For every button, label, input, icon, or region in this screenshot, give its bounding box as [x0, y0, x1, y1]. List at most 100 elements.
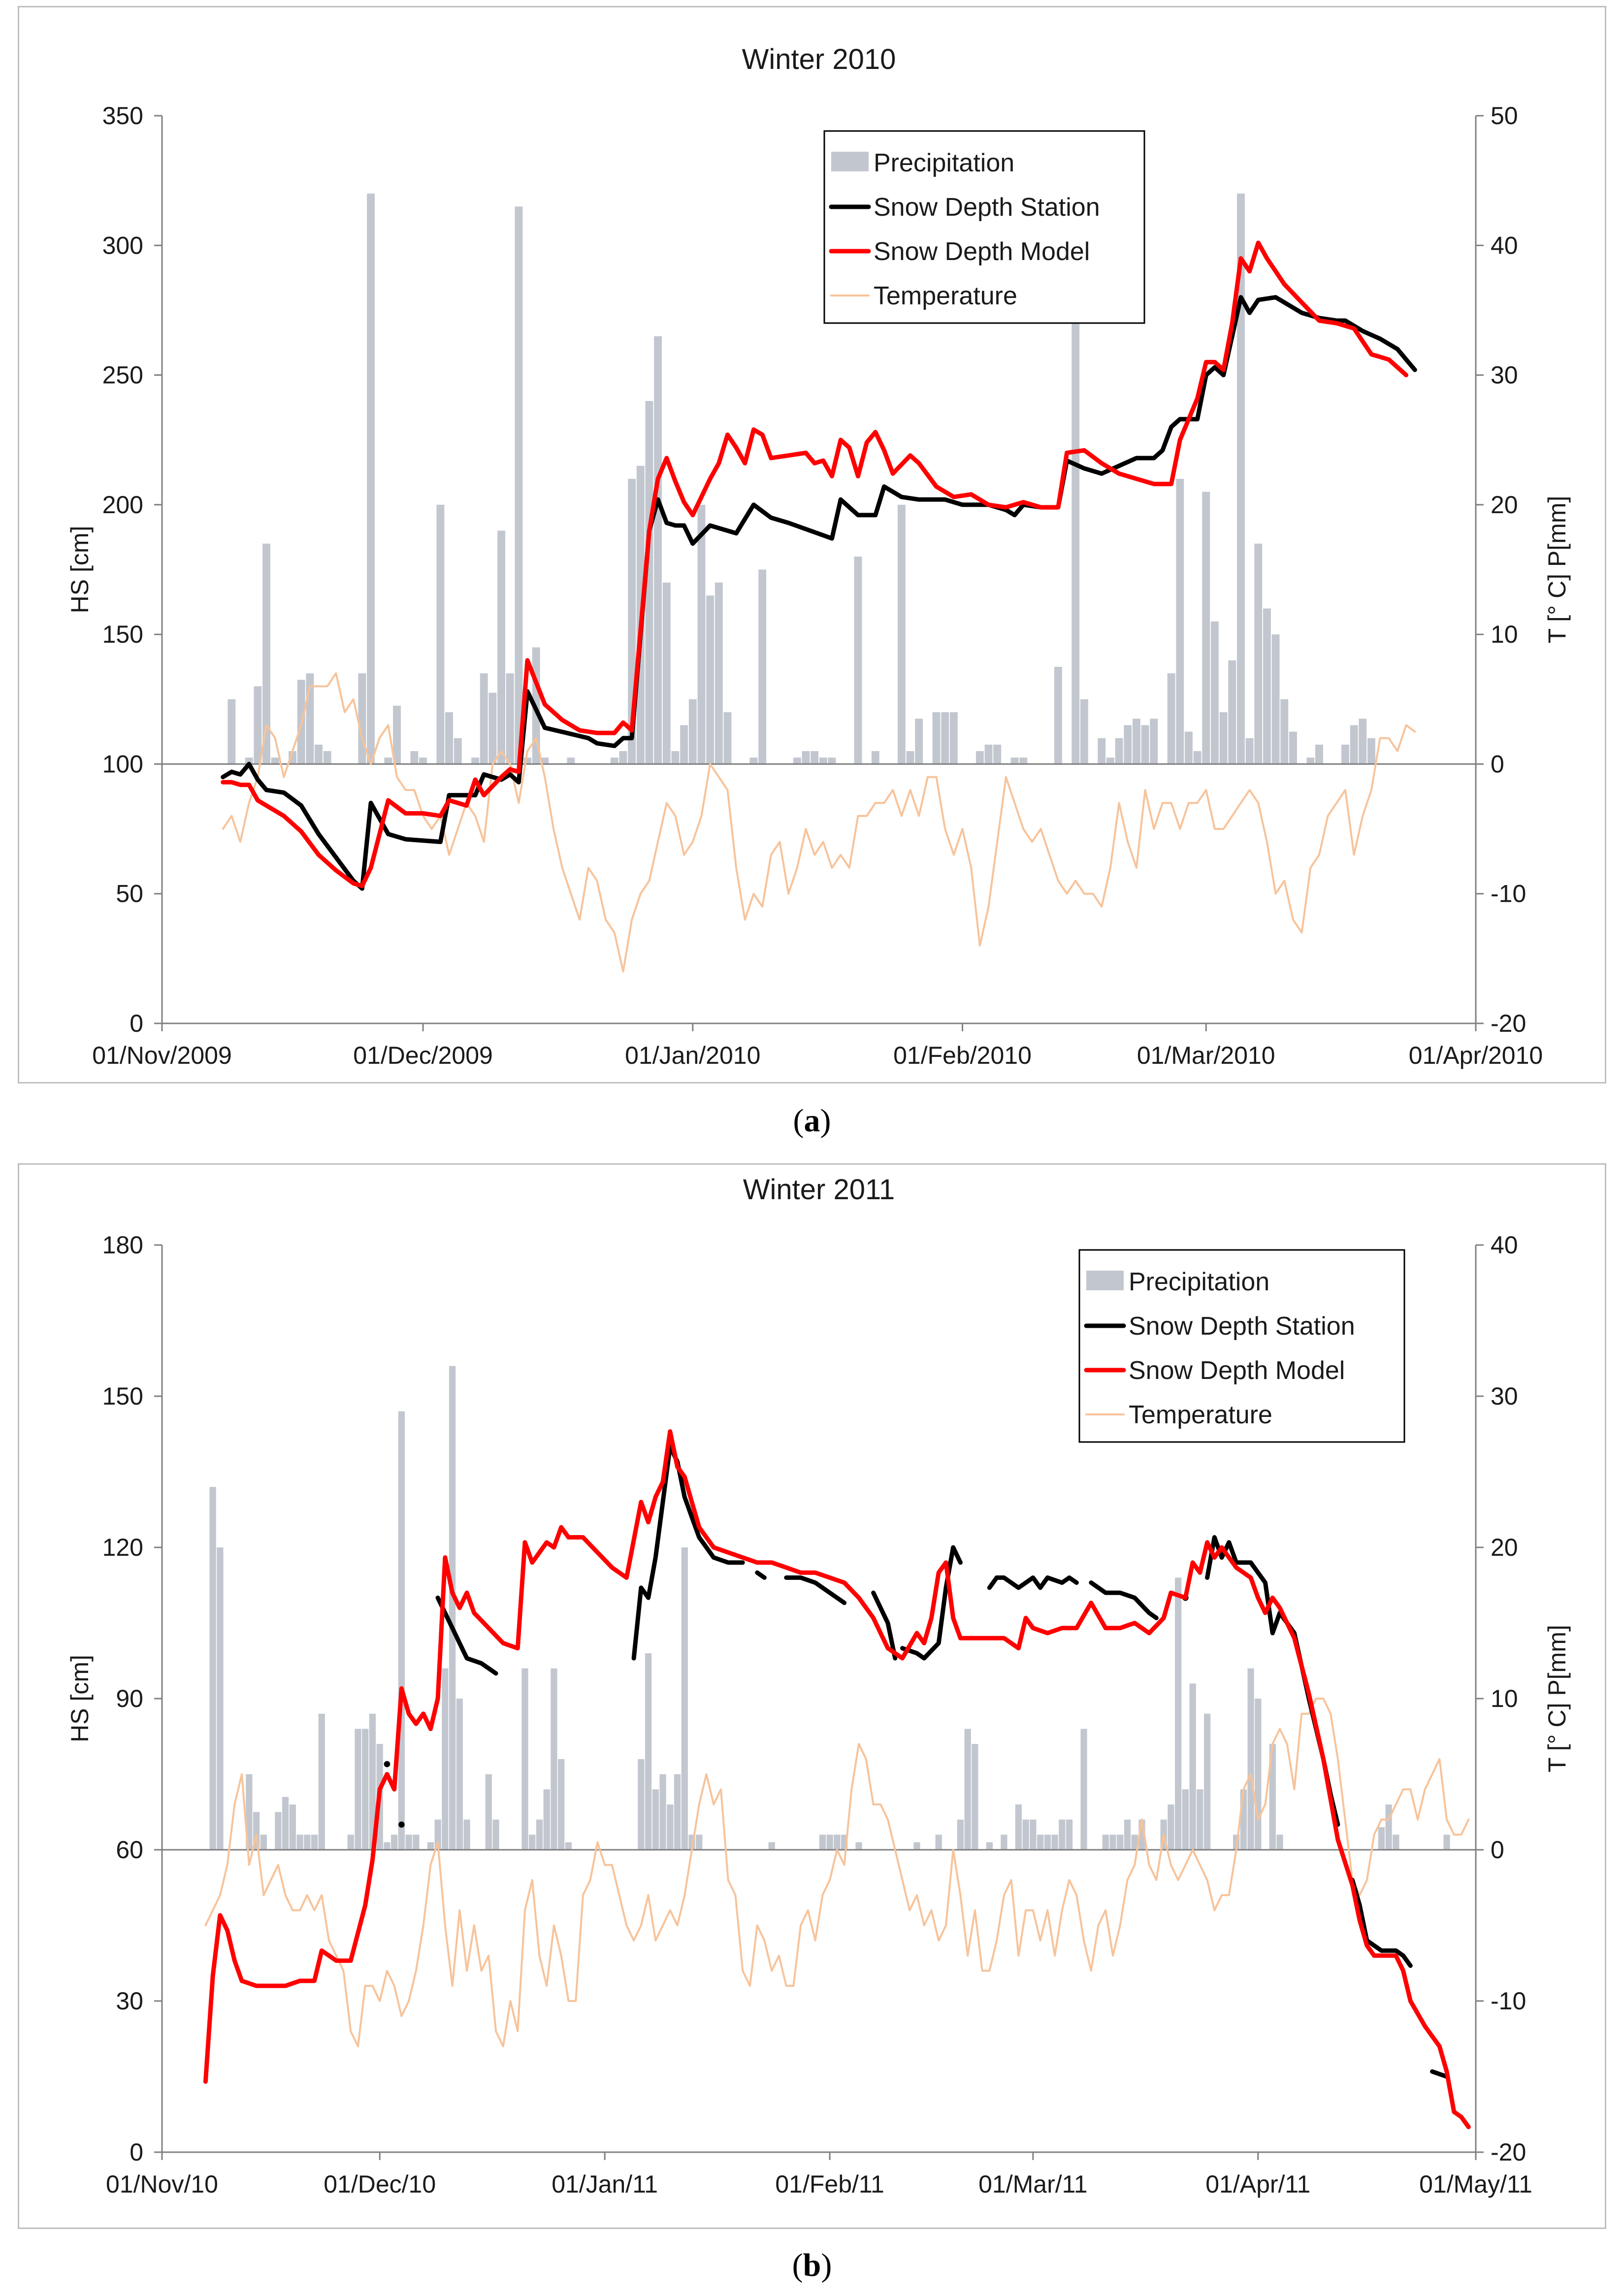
precipitation-bar — [993, 744, 1002, 764]
precipitation-bar — [558, 1759, 565, 1850]
precipitation-bar — [1263, 608, 1271, 764]
precipitation-bar — [1010, 757, 1019, 764]
precipitation-bar — [1193, 751, 1202, 764]
precipitation-bar — [1245, 738, 1254, 764]
precipitation-bar — [1015, 1804, 1022, 1850]
precipitation-bar — [819, 1835, 826, 1850]
precipitation-bar — [315, 744, 323, 764]
snow-depth-model-line — [203, 1429, 1471, 2130]
y-axis-label: HS [cm] — [66, 526, 94, 614]
precipitation-bar — [1176, 479, 1184, 764]
precipitation-bar — [1202, 492, 1210, 764]
precipitation-bar — [1203, 1713, 1211, 1850]
precipitation-bar — [1254, 543, 1263, 764]
precipitation-bar — [567, 757, 575, 764]
precipitation-bar — [1037, 1835, 1044, 1850]
x-tick-label: 01/Mar/2010 — [1137, 1042, 1275, 1069]
y-tick-label: 120 — [102, 1534, 143, 1561]
y-tick-label: 100 — [102, 750, 143, 778]
precipitation-bar — [463, 1819, 470, 1850]
precipitation-bar — [347, 1835, 354, 1850]
precipitation-bar — [1276, 1835, 1283, 1850]
precipitation-bar — [1182, 1789, 1189, 1850]
precipitation-bar — [986, 1842, 993, 1850]
precipitation-bar — [1385, 1804, 1392, 1850]
precipitation-bar — [497, 530, 506, 764]
y2-tick-label: 50 — [1491, 102, 1518, 130]
y-tick-label: 180 — [102, 1231, 143, 1259]
precipitation-bar — [355, 1729, 361, 1850]
precipitation-bar — [536, 1819, 543, 1850]
precipitation-bar — [1341, 744, 1349, 764]
precipitation-bar — [398, 1411, 405, 1850]
y2-tick-label: 40 — [1491, 1231, 1518, 1259]
y-tick-label: 30 — [116, 1987, 143, 2015]
precipitation-bar — [1022, 1819, 1029, 1850]
precipitation-bar — [652, 1789, 659, 1850]
precipitation-bar — [932, 712, 941, 764]
precipitation-bar — [935, 1835, 942, 1850]
precipitation-bar — [1102, 1835, 1109, 1850]
precipitation-bar — [492, 1819, 499, 1850]
legend-label: Precipitation — [874, 149, 1014, 177]
precipitation-bar — [1175, 1577, 1182, 1850]
precipitation-bar — [271, 757, 279, 764]
y2-axis-label: T [° C] P[mm] — [1543, 1625, 1571, 1772]
y-tick-label: 150 — [102, 621, 143, 648]
precipitation-bar — [1044, 1835, 1051, 1850]
precipitation-bar — [1189, 1683, 1196, 1850]
precipitation-bar — [1030, 1819, 1037, 1850]
precipitation-bar — [758, 569, 767, 764]
precipitation-bar — [260, 1835, 267, 1850]
precipitation-bar — [897, 504, 906, 764]
precipitation-bar — [1378, 1827, 1385, 1850]
x-tick-label: 01/Jan/11 — [552, 2170, 658, 2198]
legend-label: Snow Depth Station — [874, 193, 1100, 222]
precipitation-bar — [749, 757, 758, 764]
precipitation-bar — [485, 1774, 492, 1850]
x-tick-label: 01/Dec/10 — [324, 2170, 436, 2198]
precipitation-bar — [688, 699, 697, 764]
precipitation-bar — [1054, 666, 1062, 764]
precipitation-bar — [654, 336, 662, 764]
precipitation-bar — [282, 1797, 289, 1850]
legend-label: Snow Depth Station — [1129, 1312, 1355, 1341]
precipitation-bar — [405, 1835, 412, 1850]
caption-b-label: b — [803, 2247, 821, 2283]
precipitation-bar — [436, 504, 445, 764]
precipitation-bar — [1080, 699, 1088, 764]
precipitation-bar — [488, 692, 497, 764]
precipitation-bar — [913, 1842, 920, 1850]
precipitation-bar — [1350, 725, 1358, 764]
snow-depth-station-line — [755, 1570, 767, 1580]
precipitation-bar — [1131, 1835, 1138, 1850]
precipitation-bar — [565, 1842, 572, 1850]
precipitation-bar — [696, 1835, 703, 1850]
y2-tick-label: 20 — [1491, 1534, 1518, 1561]
y-axis-label: HS [cm] — [66, 1655, 94, 1742]
snow-depth-station-line — [1430, 2069, 1449, 2079]
legend-box — [1078, 1249, 1405, 1443]
precipitation-bar — [1150, 719, 1158, 764]
precipitation-bar — [384, 1842, 390, 1850]
snow-depth-station-line — [871, 1590, 898, 1661]
precipitation-bar — [369, 1713, 376, 1850]
precipitation-bar — [645, 1653, 652, 1850]
x-tick-label: 01/Nov/10 — [106, 2170, 218, 2198]
precipitation-bar — [246, 1774, 253, 1850]
precipitation-bar — [1219, 712, 1228, 764]
precipitation-bar — [413, 1835, 420, 1850]
precipitation-bar — [957, 1819, 964, 1850]
precipitation-bar — [1367, 738, 1375, 764]
precipitation-bar — [1001, 1835, 1007, 1850]
chart-a-svg: Winter 2010050100150200250300350-20-1001… — [66, 43, 1571, 1069]
snow-depth-station-line — [1089, 1580, 1159, 1620]
precipitation-bar — [543, 1789, 550, 1850]
precipitation-bar — [445, 712, 454, 764]
y-tick-label: 200 — [102, 491, 143, 519]
precipitation-bar — [521, 1668, 528, 1850]
precipitation-bar — [1124, 725, 1132, 764]
precipitation-bar — [393, 705, 401, 764]
precipitation-bar — [427, 1842, 434, 1850]
x-tick-label: 01/Mar/11 — [978, 2170, 1087, 2198]
